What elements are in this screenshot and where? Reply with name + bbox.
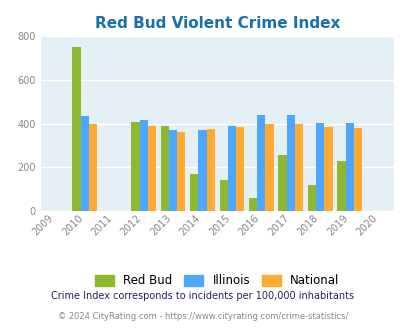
- Bar: [168, 130, 177, 211]
- Legend: Red Bud, Illinois, National: Red Bud, Illinois, National: [90, 270, 343, 292]
- Title: Red Bud Violent Crime Index: Red Bud Violent Crime Index: [94, 16, 339, 31]
- Text: Crime Index corresponds to incidents per 100,000 inhabitants: Crime Index corresponds to incidents per…: [51, 291, 354, 301]
- Bar: [324, 127, 332, 211]
- Bar: [345, 123, 353, 211]
- Bar: [248, 198, 257, 211]
- Bar: [353, 128, 361, 211]
- Bar: [206, 129, 214, 211]
- Bar: [89, 124, 97, 211]
- Bar: [337, 161, 345, 211]
- Bar: [257, 115, 265, 211]
- Bar: [265, 124, 273, 211]
- Bar: [235, 127, 244, 211]
- Bar: [278, 155, 286, 211]
- Bar: [190, 175, 198, 211]
- Bar: [147, 126, 156, 211]
- Bar: [294, 124, 303, 211]
- Bar: [177, 132, 185, 211]
- Bar: [315, 123, 324, 211]
- Bar: [227, 126, 235, 211]
- Bar: [198, 130, 206, 211]
- Bar: [81, 116, 89, 211]
- Bar: [219, 180, 227, 211]
- Bar: [307, 185, 315, 211]
- Text: © 2024 CityRating.com - https://www.cityrating.com/crime-statistics/: © 2024 CityRating.com - https://www.city…: [58, 313, 347, 321]
- Bar: [131, 122, 139, 211]
- Bar: [139, 120, 147, 211]
- Bar: [286, 115, 294, 211]
- Bar: [72, 47, 81, 211]
- Bar: [160, 126, 168, 211]
